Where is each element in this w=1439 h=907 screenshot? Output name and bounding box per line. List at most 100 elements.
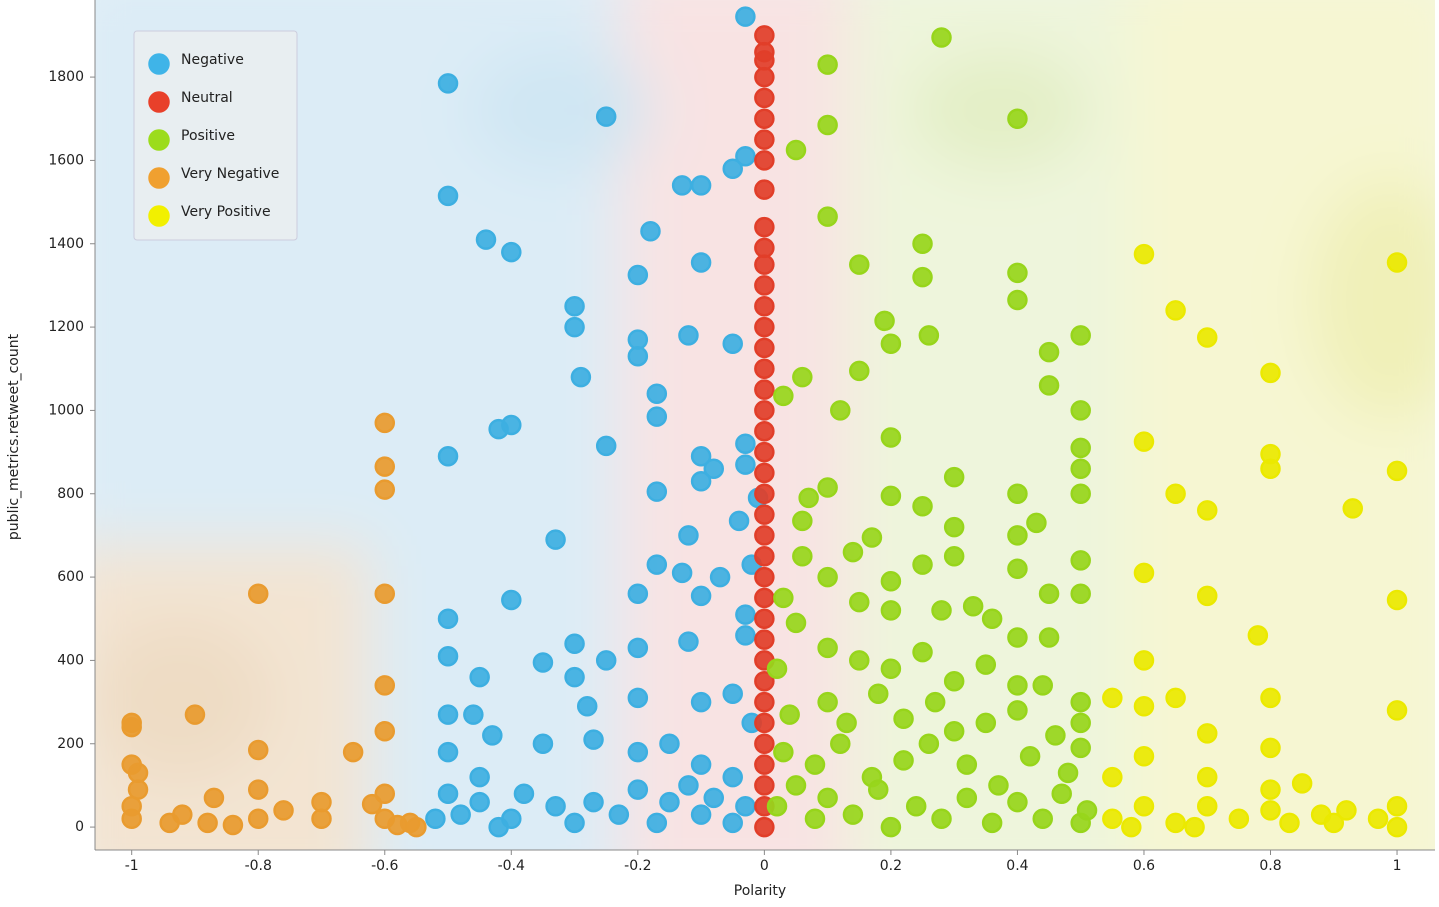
point xyxy=(804,754,826,775)
point xyxy=(817,54,838,75)
point xyxy=(754,108,775,129)
point xyxy=(924,691,946,713)
point xyxy=(1196,766,1218,788)
point xyxy=(754,337,775,359)
point xyxy=(754,400,775,421)
point xyxy=(754,379,775,400)
point xyxy=(576,696,598,717)
point xyxy=(943,671,965,692)
point xyxy=(880,427,902,448)
point xyxy=(463,704,484,725)
y-tick-label: 1000 xyxy=(48,402,84,418)
point xyxy=(1291,773,1313,794)
point xyxy=(754,421,775,442)
point xyxy=(627,583,649,604)
point xyxy=(184,704,206,725)
point xyxy=(247,583,269,604)
point xyxy=(1070,458,1091,479)
point xyxy=(1070,737,1091,759)
point xyxy=(1196,585,1218,607)
point xyxy=(735,433,756,454)
series-points xyxy=(121,412,427,838)
point xyxy=(754,237,775,259)
point xyxy=(1342,498,1364,519)
point xyxy=(1057,762,1079,784)
point xyxy=(608,804,630,825)
series-points xyxy=(754,25,775,838)
point xyxy=(754,671,775,692)
point xyxy=(545,529,566,550)
legend-label: Neutral xyxy=(181,90,233,106)
point xyxy=(849,650,870,671)
point xyxy=(735,454,756,475)
point xyxy=(247,739,269,761)
point xyxy=(943,516,965,538)
point xyxy=(754,150,775,171)
point xyxy=(690,471,712,492)
point xyxy=(754,358,775,379)
point xyxy=(988,775,1009,796)
point xyxy=(646,481,668,502)
point xyxy=(754,179,775,200)
point xyxy=(1165,812,1186,834)
point xyxy=(564,316,585,338)
point xyxy=(342,741,364,763)
point xyxy=(766,658,788,679)
point xyxy=(754,587,775,609)
legend-marker xyxy=(148,91,170,113)
point xyxy=(678,631,699,652)
point xyxy=(754,691,775,713)
point xyxy=(912,266,933,288)
point xyxy=(437,741,459,763)
point xyxy=(627,346,649,367)
point xyxy=(1386,700,1408,721)
x-tick-label: -1 xyxy=(125,858,139,874)
point xyxy=(817,114,838,136)
point xyxy=(627,741,649,763)
point xyxy=(374,479,396,500)
x-tick-label: -0.2 xyxy=(624,858,651,874)
point xyxy=(1386,460,1408,482)
point xyxy=(754,254,775,275)
legend: Negative Neutral Positive Very Negative Very… xyxy=(133,30,298,241)
point xyxy=(1133,431,1155,452)
point xyxy=(1260,779,1281,800)
point xyxy=(1165,300,1186,321)
point xyxy=(912,496,933,517)
point xyxy=(912,233,933,254)
point xyxy=(1260,458,1281,479)
point xyxy=(627,779,649,800)
point xyxy=(1260,800,1281,821)
point xyxy=(646,554,668,575)
point xyxy=(627,329,649,350)
point xyxy=(975,654,997,675)
point xyxy=(247,779,269,800)
point xyxy=(1386,252,1408,273)
point xyxy=(880,600,902,621)
x-axis-title: Polarity xyxy=(734,883,786,899)
point xyxy=(754,775,775,796)
point xyxy=(450,804,471,825)
point xyxy=(1133,796,1155,817)
point xyxy=(798,487,819,509)
legend-marker xyxy=(148,167,170,189)
point xyxy=(722,683,743,704)
point xyxy=(1070,550,1091,571)
point xyxy=(1102,687,1123,709)
point xyxy=(1133,650,1155,671)
point xyxy=(861,527,883,548)
point xyxy=(880,485,902,507)
points xyxy=(121,6,1408,838)
point xyxy=(1070,400,1091,421)
point xyxy=(912,641,933,663)
point xyxy=(659,733,680,754)
y-axis-title: public_metrics.retweet_count xyxy=(6,333,22,540)
point xyxy=(754,66,775,88)
point xyxy=(918,733,940,754)
legend-label: Very Negative xyxy=(181,166,279,182)
point xyxy=(1007,108,1028,129)
point xyxy=(488,816,509,838)
point xyxy=(836,712,857,734)
point xyxy=(1007,289,1028,311)
